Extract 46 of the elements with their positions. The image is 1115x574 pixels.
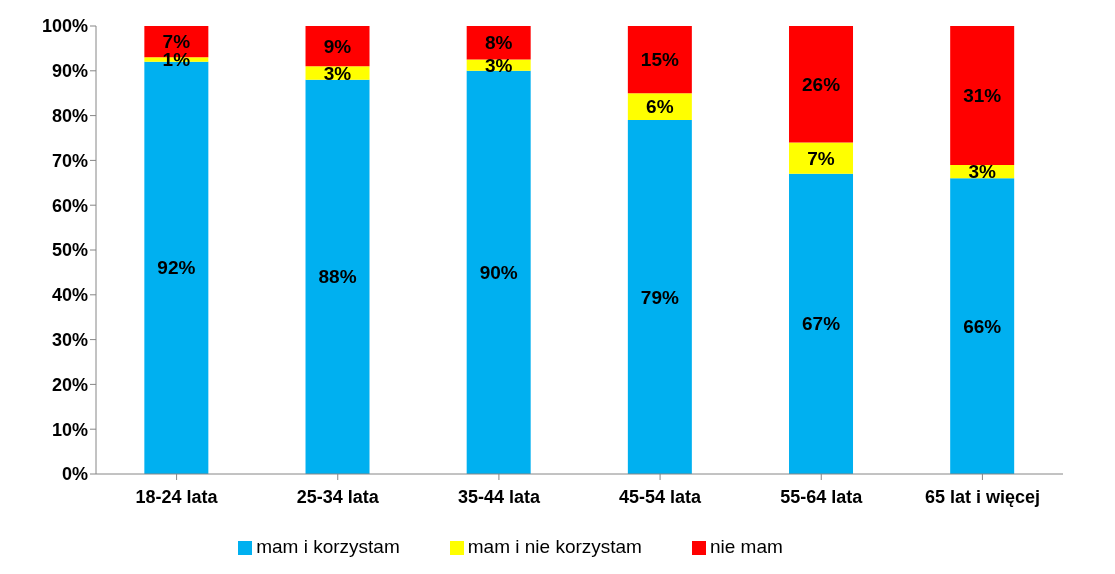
data-label: 66%: [963, 315, 1002, 337]
x-tick-label: 18-24 lata: [135, 486, 219, 507]
data-label: 7%: [807, 147, 835, 169]
y-tick-label: 40%: [51, 285, 88, 306]
data-label: 92%: [157, 257, 196, 279]
data-label: 67%: [802, 313, 841, 335]
x-tick-label: 65 lat i więcej: [924, 486, 1040, 507]
bar: [950, 178, 1015, 474]
data-label: 3%: [968, 161, 997, 183]
y-tick-label: 30%: [51, 329, 88, 350]
y-tick-label: 20%: [51, 374, 88, 395]
data-label: 6%: [646, 96, 674, 118]
y-tick-label: 100%: [41, 16, 88, 37]
bar: [789, 173, 854, 474]
data-label: 15%: [640, 49, 679, 71]
legend-label: mam i nie korzystam: [467, 536, 642, 557]
data-label: 26%: [802, 73, 841, 95]
x-tick-label: 55-64 lata: [780, 486, 864, 507]
data-label: 31%: [963, 84, 1002, 106]
data-label: 90%: [479, 261, 518, 283]
y-tick-label: 50%: [51, 240, 88, 261]
y-tick-label: 80%: [51, 105, 88, 126]
y-tick-label: 90%: [51, 61, 88, 82]
y-tick-label: 10%: [51, 419, 88, 440]
y-tick-label: 0%: [61, 464, 88, 485]
x-tick-label: 35-44 lata: [457, 486, 541, 507]
data-label: 79%: [640, 286, 679, 308]
data-label: 9%: [323, 35, 352, 57]
y-tick-label: 60%: [51, 195, 88, 216]
legend-label: nie mam: [709, 536, 783, 557]
data-label: 8%: [484, 32, 513, 54]
bar: [950, 26, 1015, 165]
data-label: 3%: [323, 62, 352, 84]
data-label: 3%: [484, 54, 513, 76]
data-label: 88%: [318, 266, 357, 288]
bar: [305, 26, 370, 67]
legend-label: mam i korzystam: [256, 536, 400, 557]
bar: [627, 120, 692, 474]
bar: [789, 142, 854, 174]
bar: [789, 26, 854, 143]
bar: [305, 79, 370, 474]
y-tick-label: 70%: [51, 150, 88, 171]
x-tick-label: 45-54 lata: [619, 486, 703, 507]
x-tick-label: 25-34 lata: [296, 486, 380, 507]
bar: [466, 70, 531, 474]
bar: [627, 26, 692, 94]
